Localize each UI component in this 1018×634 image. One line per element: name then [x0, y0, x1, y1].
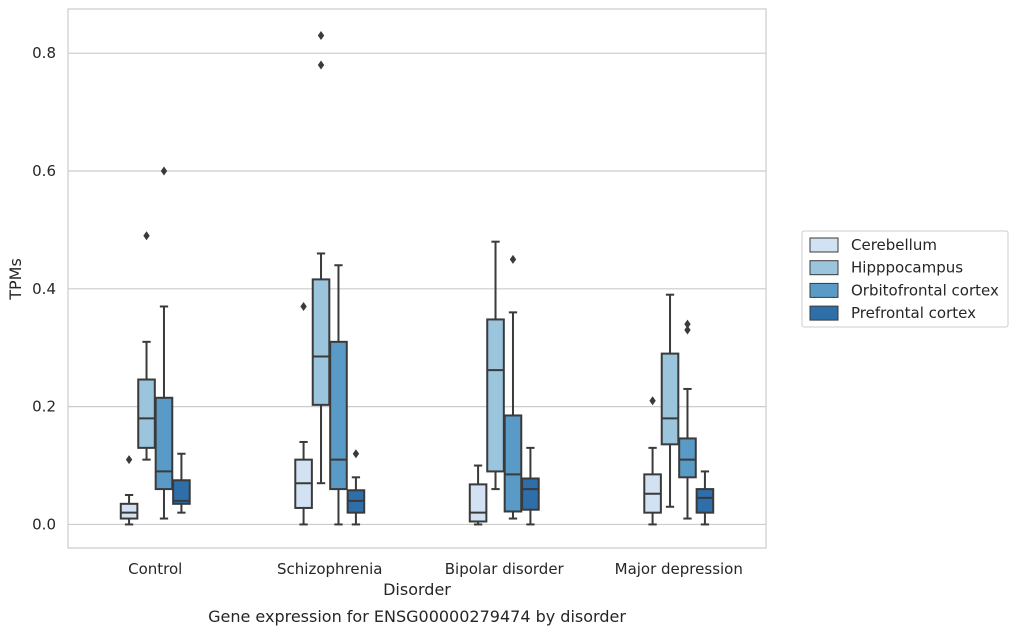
legend-swatch	[809, 237, 839, 253]
box-orbitofrontal-cortex	[154, 166, 174, 520]
box-hipppocampus	[486, 240, 505, 491]
legend-frame	[801, 230, 1009, 328]
box-hipppocampus	[660, 293, 680, 508]
legend: Cerebellum Hipppocampus Orbitofrontal cort…	[801, 230, 1009, 328]
legend-label: Prefrontal cortex	[851, 304, 976, 322]
y-tick-label: 0.8	[32, 44, 56, 62]
outlier-point	[684, 319, 691, 329]
plot-area	[119, 31, 715, 526]
box-cerebellum	[119, 455, 139, 526]
box-body	[119, 502, 139, 520]
box-cerebellum	[643, 396, 662, 526]
y-axis: 0.0 0.2 0.4 0.6 0.8	[32, 44, 56, 533]
box-body	[172, 479, 191, 505]
outlier-point	[125, 455, 133, 465]
box-cerebellum	[468, 464, 488, 526]
box-body	[311, 278, 331, 406]
y-tick-label: 0.0	[32, 515, 56, 533]
plot-frame	[67, 8, 767, 549]
outlier-point	[649, 396, 656, 406]
x-axis: Control Schizophrenia Bipolar disorder Majo…	[128, 560, 743, 578]
x-tick-label: Control	[128, 560, 182, 578]
box-body	[521, 477, 540, 511]
x-tick-label: Bipolar disorder	[445, 560, 565, 578]
box-cerebellum	[294, 301, 313, 526]
outlier-point	[684, 325, 691, 335]
box-body	[154, 396, 174, 491]
x-axis-label: Disorder	[383, 580, 451, 599]
y-tick-label: 0.4	[32, 280, 56, 298]
box-hipppocampus	[311, 31, 331, 485]
box-orbitofrontal-cortex	[329, 264, 348, 526]
box-body	[695, 488, 715, 514]
outlier-point	[352, 449, 360, 459]
y-axis-label: TPMs	[6, 258, 25, 301]
legend-label: Orbitofrontal cortex	[851, 281, 999, 299]
outlier-point	[143, 231, 150, 241]
box-prefrontal-cortex	[695, 470, 715, 526]
box-body	[468, 483, 488, 523]
box-hipppocampus	[137, 231, 156, 461]
legend-swatch	[809, 260, 839, 276]
outlier-point	[509, 254, 517, 264]
outlier-point	[160, 166, 168, 176]
outlier-point	[317, 31, 325, 41]
x-tick-label: Schizophrenia	[277, 560, 382, 578]
y-tick-label: 0.6	[32, 162, 56, 180]
x-tick-label: Major depression	[615, 560, 743, 578]
y-tick-label: 0.2	[32, 398, 56, 416]
box-body	[503, 414, 523, 513]
box-orbitofrontal-cortex	[678, 319, 697, 520]
box-prefrontal-cortex	[346, 449, 366, 526]
box-body	[486, 318, 505, 473]
legend-label: Hipppocampus	[851, 259, 963, 277]
chart-caption: Gene expression for ENSG00000279474 by d…	[208, 607, 626, 626]
box-prefrontal-cortex	[521, 446, 540, 526]
box-body	[678, 437, 697, 479]
legend-swatch	[809, 305, 839, 321]
box-body	[329, 340, 348, 491]
outlier-point	[317, 60, 325, 70]
box-body	[660, 352, 680, 446]
outlier-point	[300, 301, 307, 311]
box-body	[137, 378, 156, 449]
box-orbitofrontal-cortex	[503, 254, 523, 520]
legend-swatch	[809, 282, 839, 298]
box-prefrontal-cortex	[172, 452, 191, 514]
legend-label: Cerebellum	[851, 236, 937, 254]
